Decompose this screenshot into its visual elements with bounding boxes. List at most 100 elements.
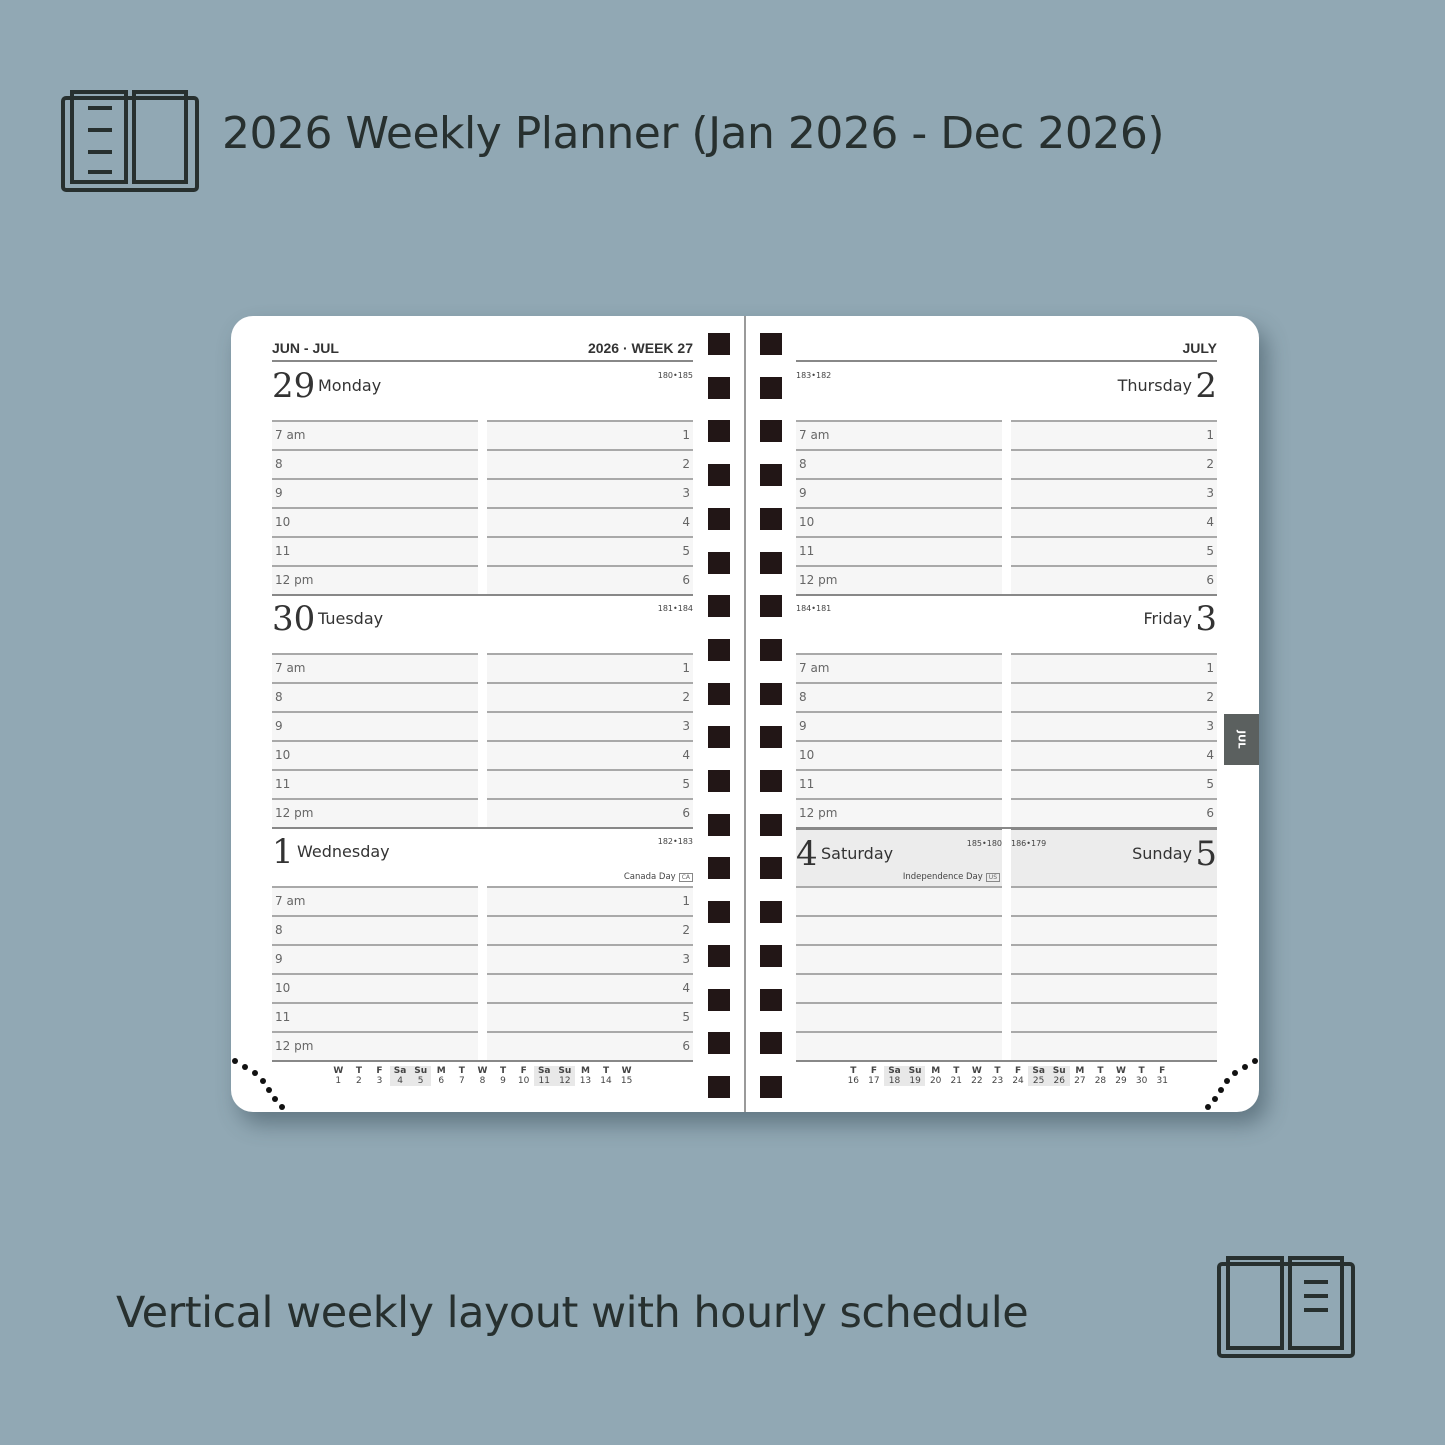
hour-row[interactable]: 10 [272,507,478,536]
slot-row[interactable]: 4 [487,740,693,769]
slot-row[interactable]: 6 [487,1031,693,1060]
slot-row[interactable]: 5 [487,536,693,565]
binding-ring [760,507,782,530]
slot-row[interactable]: 1 [487,886,693,915]
binding-ring [708,507,730,530]
slot-row[interactable]: 4 [487,973,693,1002]
mini-calendar-day: Sa 11 [533,1066,555,1086]
hour-row[interactable]: 7 am [796,653,1002,682]
hour-row[interactable] [796,1031,1002,1060]
hour-row[interactable]: 8 [272,682,478,711]
slot-row[interactable]: 6 [487,565,693,594]
slot-row[interactable]: 6 [1011,565,1217,594]
slot-row[interactable]: 5 [487,769,693,798]
hour-row[interactable]: 10 [796,740,1002,769]
hour-row[interactable]: 9 [796,711,1002,740]
date-number: 19 [909,1076,921,1086]
slot-row[interactable]: 2 [487,915,693,944]
slot-row[interactable]: 4 [1011,740,1217,769]
slot-row[interactable]: 1 [487,653,693,682]
hour-row[interactable] [796,1002,1002,1031]
slot-row[interactable]: 6 [1011,798,1217,827]
hour-row[interactable]: 11 [796,769,1002,798]
hour-row[interactable]: 8 [796,682,1002,711]
binding-ring [760,1075,782,1098]
month-tab-jul[interactable]: JUL [1224,714,1259,765]
hour-row[interactable]: 11 [796,536,1002,565]
binding-ring [708,988,730,1011]
slot-row[interactable]: 3 [487,711,693,740]
hour-row[interactable] [796,944,1002,973]
holiday-country-badge: US [985,873,1000,882]
hour-row[interactable]: 9 [272,711,478,740]
hour-row[interactable] [796,973,1002,1002]
hour-row[interactable]: 12 pm [272,798,478,827]
slot-row[interactable]: 1 [487,420,693,449]
day-name: Thursday [1117,376,1192,395]
binding-ring [760,1032,782,1055]
weekday-letter: F [520,1066,527,1076]
hour-row[interactable]: 8 [796,449,1002,478]
hour-row[interactable]: 9 [796,478,1002,507]
slot-row[interactable]: 3 [487,944,693,973]
hour-row[interactable]: 11 [272,1002,478,1031]
hour-row[interactable]: 8 [272,915,478,944]
hour-row[interactable]: 7 am [796,420,1002,449]
day-count: 182•183 [657,837,693,846]
mini-calendar-day: F 31 [1152,1066,1173,1086]
slot-row[interactable]: 1 [1011,420,1217,449]
slot-row[interactable]: 2 [1011,449,1217,478]
slot-row[interactable]: 6 [487,798,693,827]
date-number: 31 [1156,1076,1168,1086]
mini-calendar-day: T 23 [987,1066,1008,1086]
binding-ring [760,770,782,792]
hour-row[interactable] [796,886,1002,915]
day-name: Tuesday [318,609,384,628]
slot-row[interactable]: 3 [1011,711,1217,740]
date-number: 1 [335,1076,342,1086]
hour-row[interactable]: 11 [272,536,478,565]
slot-row[interactable]: 3 [487,478,693,507]
slot-row[interactable] [1011,915,1217,944]
corner-dot [266,1087,272,1093]
slot-row[interactable] [1011,1031,1217,1060]
slot-row[interactable]: 3 [1011,478,1217,507]
slot-row[interactable]: 5 [1011,536,1217,565]
hour-row[interactable]: 9 [272,944,478,973]
hour-row[interactable]: 12 pm [272,565,478,594]
slot-row[interactable]: 5 [1011,769,1217,798]
date-number: 21 [950,1076,962,1086]
day-number: 1 [272,832,294,872]
weekday-letter: T [1138,1066,1145,1076]
hour-row[interactable]: 8 [272,449,478,478]
slot-row[interactable]: 5 [487,1002,693,1031]
hour-row[interactable]: 12 pm [796,565,1002,594]
hour-row[interactable]: 10 [796,507,1002,536]
slot-row[interactable]: 2 [487,682,693,711]
hour-row[interactable]: 7 am [272,886,478,915]
hour-row[interactable]: 10 [272,740,478,769]
date-number: 30 [1135,1076,1148,1086]
hour-row[interactable]: 7 am [272,653,478,682]
slot-row[interactable]: 2 [487,449,693,478]
slot-row[interactable]: 2 [1011,682,1217,711]
hour-row[interactable]: 11 [272,769,478,798]
slot-row[interactable] [1011,944,1217,973]
hour-row[interactable]: 7 am [272,420,478,449]
date-number: 10 [517,1076,530,1086]
slot-row[interactable]: 1 [1011,653,1217,682]
hour-row[interactable]: 12 pm [796,798,1002,827]
slot-row[interactable]: 4 [487,507,693,536]
planner-spine [744,316,746,1112]
slot-row[interactable] [1011,886,1217,915]
date-number: 26 [1053,1076,1065,1086]
slot-row[interactable] [1011,1002,1217,1031]
slot-row[interactable]: 4 [1011,507,1217,536]
weekday-letter: W [333,1066,344,1076]
hour-row[interactable]: 12 pm [272,1031,478,1060]
hour-row[interactable]: 9 [272,478,478,507]
slot-row[interactable] [1011,973,1217,1002]
hour-row[interactable] [796,915,1002,944]
hour-row[interactable]: 10 [272,973,478,1002]
